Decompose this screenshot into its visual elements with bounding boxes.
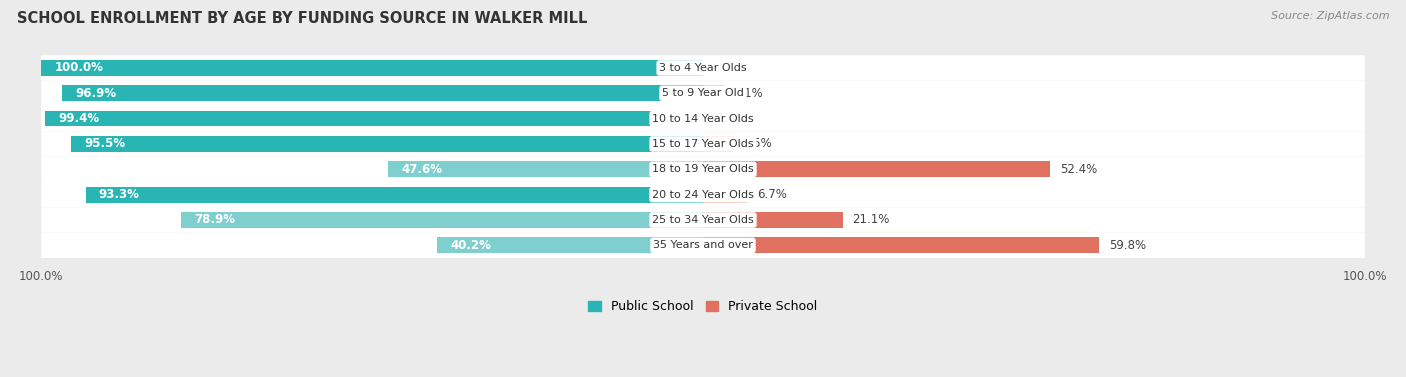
Text: 15 to 17 Year Olds: 15 to 17 Year Olds xyxy=(652,139,754,149)
Text: 5 to 9 Year Old: 5 to 9 Year Old xyxy=(662,88,744,98)
Bar xyxy=(41,60,703,76)
Bar xyxy=(703,111,707,126)
Bar xyxy=(703,187,748,202)
FancyBboxPatch shape xyxy=(41,156,1365,182)
FancyBboxPatch shape xyxy=(41,131,1365,156)
Bar xyxy=(86,187,703,202)
Text: 100.0%: 100.0% xyxy=(55,61,104,74)
Text: 47.6%: 47.6% xyxy=(401,163,443,176)
Text: 21.1%: 21.1% xyxy=(852,213,890,227)
FancyBboxPatch shape xyxy=(41,81,1365,106)
Text: 3.1%: 3.1% xyxy=(734,87,763,100)
Text: 96.9%: 96.9% xyxy=(75,87,117,100)
FancyBboxPatch shape xyxy=(41,207,1365,233)
Text: 10 to 14 Year Olds: 10 to 14 Year Olds xyxy=(652,113,754,124)
Bar xyxy=(703,238,1098,253)
Bar xyxy=(388,161,703,177)
Text: 3 to 4 Year Olds: 3 to 4 Year Olds xyxy=(659,63,747,73)
Bar xyxy=(703,86,724,101)
FancyBboxPatch shape xyxy=(41,106,1365,131)
Text: 93.3%: 93.3% xyxy=(98,188,139,201)
Text: Source: ZipAtlas.com: Source: ZipAtlas.com xyxy=(1271,11,1389,21)
Bar xyxy=(703,136,733,152)
Text: 6.7%: 6.7% xyxy=(758,188,787,201)
Bar xyxy=(72,136,703,152)
Text: 0.0%: 0.0% xyxy=(713,61,742,74)
Text: 35 Years and over: 35 Years and over xyxy=(652,241,754,250)
FancyBboxPatch shape xyxy=(41,182,1365,207)
Bar xyxy=(703,212,842,228)
Bar xyxy=(703,161,1050,177)
Legend: Public School, Private School: Public School, Private School xyxy=(583,296,823,319)
Bar xyxy=(437,238,703,253)
FancyBboxPatch shape xyxy=(41,233,1365,258)
Text: 4.5%: 4.5% xyxy=(742,138,772,150)
Text: 59.8%: 59.8% xyxy=(1109,239,1146,252)
Bar xyxy=(181,212,703,228)
Text: 20 to 24 Year Olds: 20 to 24 Year Olds xyxy=(652,190,754,200)
Text: SCHOOL ENROLLMENT BY AGE BY FUNDING SOURCE IN WALKER MILL: SCHOOL ENROLLMENT BY AGE BY FUNDING SOUR… xyxy=(17,11,588,26)
FancyBboxPatch shape xyxy=(41,55,1365,81)
Text: 52.4%: 52.4% xyxy=(1060,163,1097,176)
Text: 0.56%: 0.56% xyxy=(717,112,754,125)
Text: 25 to 34 Year Olds: 25 to 34 Year Olds xyxy=(652,215,754,225)
Text: 40.2%: 40.2% xyxy=(450,239,491,252)
Bar xyxy=(62,86,703,101)
Text: 99.4%: 99.4% xyxy=(59,112,100,125)
Bar xyxy=(45,111,703,126)
Text: 78.9%: 78.9% xyxy=(194,213,235,227)
Text: 18 to 19 Year Olds: 18 to 19 Year Olds xyxy=(652,164,754,174)
Text: 95.5%: 95.5% xyxy=(84,138,125,150)
